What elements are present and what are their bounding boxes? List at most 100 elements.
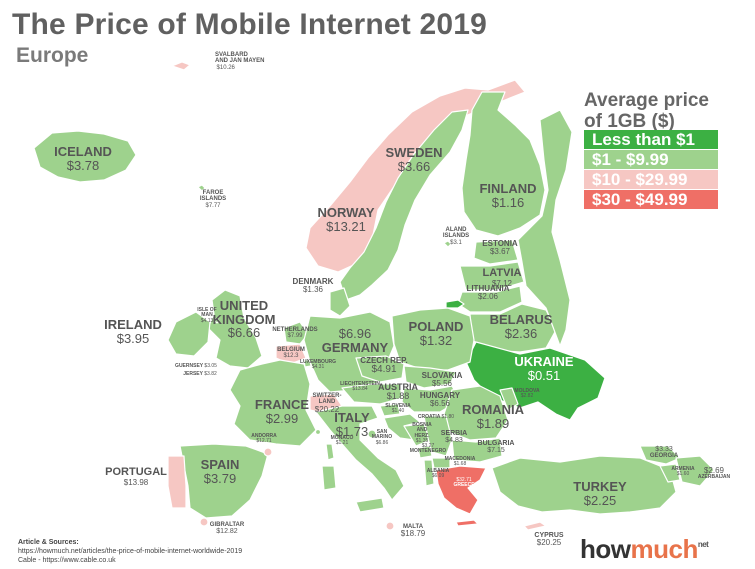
guernsey-name: GUERNSEY (175, 363, 204, 369)
jersey-name: JERSEY (183, 371, 203, 377)
turkey-name: TURKEY (573, 479, 627, 494)
gibraltar-shape (199, 517, 209, 527)
aland-price: $3.1 (450, 239, 462, 246)
turkey-shape (491, 455, 677, 515)
country-label-jersey: JERSEY $3.82 (183, 371, 217, 377)
san-marino-name: SAN MARINO (371, 429, 393, 441)
sources-link-howmuch[interactable]: https://howmuch.net/articles/the-price-o… (18, 548, 243, 555)
legend-title-line2: of 1GB ($) (584, 111, 675, 132)
country-label-andorra: ANDORRA $12.71 (251, 433, 277, 445)
country-label-greece: $32.71 GREECE (453, 477, 475, 489)
country-label-luxembourg: LUXEMBOURG $4.31 (299, 359, 337, 371)
gibraltar-price: $12.82 (216, 528, 238, 536)
malta-name: MALTA (402, 524, 424, 530)
sources-link-cable[interactable]: Cable - https://www.cable.co.uk (18, 557, 116, 564)
estonia-name: ESTONIA (482, 239, 518, 248)
sources-block: Article & Sources: https://howmuch.net/a… (18, 538, 242, 565)
gibraltar-name: GIBRALTAR (209, 522, 245, 528)
azerbaijan-price: $2.69 (703, 466, 725, 475)
macedonia-price: $1.68 (453, 461, 467, 468)
greece-name: GREECE (453, 482, 475, 489)
hungary-price: $6.56 (429, 399, 451, 409)
poland-name: POLAND (408, 319, 464, 334)
moldova-shape (499, 387, 519, 411)
czech-name: CZECH REP. (360, 356, 408, 365)
logo-part1: how (580, 534, 631, 564)
belgium-price: $12.3 (283, 353, 299, 360)
map-subtitle: Europe (16, 44, 89, 67)
country-label-albania: ALBANIA $6.09 (427, 468, 450, 480)
legend-title-line1: Average price (584, 90, 709, 111)
country-label-romania: ROMANIA $1.89 (462, 403, 524, 430)
country-label-macedonia: MACEDONIA $1.68 (445, 456, 476, 468)
country-label-hungary: HUNGARY $6.56 (420, 391, 460, 409)
switzerland-price: $20.22 (314, 404, 340, 414)
ireland-price: $3.95 (116, 330, 150, 346)
germany-price: $6.96 (338, 326, 372, 341)
luxembourg-price: $4.31 (311, 364, 325, 371)
sardinia-shape (321, 465, 337, 491)
croatia-name: CROATIA (417, 414, 441, 420)
country-label-liechtenstein: LIECHTENSTEIN $13.84 (340, 381, 380, 393)
luxembourg-name: LUXEMBOURG (299, 359, 337, 365)
georgia-shape (639, 445, 681, 465)
bosnia-price: $1.35 (415, 437, 429, 444)
svalbard-name: SVALBARD AND JAN MAYEN (215, 52, 265, 65)
country-label-cyprus: CYPRUS $20.25 (534, 532, 563, 548)
netherlands-price: $7.99 (287, 333, 303, 340)
country-label-isle-of-man: ISLE OF MAN $4.13 (197, 307, 216, 324)
finland-shape (461, 91, 546, 237)
slovenia-name: SLOVENIA (385, 403, 411, 409)
monaco-shape (314, 428, 322, 436)
legend-item-10-to-29: $10 - $29.99 (584, 170, 718, 189)
faroe-price: $7.77 (205, 202, 221, 209)
moldova-price: $2.82 (520, 393, 534, 400)
russia-shape (517, 109, 573, 347)
croatia-price: $1.80 (441, 414, 455, 420)
serbia-price: $4.83 (445, 437, 463, 445)
italy-price: $1.73 (335, 423, 369, 439)
armenia-name: ARMENIA (671, 466, 695, 472)
country-label-latvia: LATVIA $7.12 (483, 267, 522, 288)
andorra-price: $12.71 (256, 438, 272, 445)
country-label-gibraltar: GIBRALTAR $12.82 (210, 522, 244, 536)
country-label-uk: UNITED KINGDOM $6.66 (213, 299, 276, 340)
country-label-slovakia: SLOVAKIA $5.56 (422, 371, 463, 389)
aland-name: ALAND ISLANDS (442, 227, 470, 240)
denmark-name: DENMARK (292, 277, 334, 286)
lithuania-price: $2.06 (477, 292, 499, 302)
country-label-sweden: SWEDEN $3.66 (385, 146, 442, 173)
sicily-shape (355, 497, 385, 513)
slovenia-shape (379, 403, 401, 417)
malta-shape (385, 521, 395, 531)
georgia-name: GEORGIA (649, 453, 679, 460)
isle-of-man-shape (213, 317, 220, 324)
andorra-name: ANDORRA (251, 433, 277, 439)
country-label-norway: NORWAY $13.21 (317, 206, 374, 233)
country-label-bosnia: BOSNIA AND HERZ. $1.35 (412, 422, 431, 444)
guernsey-price: $3.05 (204, 363, 217, 369)
country-label-italy: ITALY $1.73 (334, 411, 369, 438)
sweden-name: SWEDEN (385, 145, 443, 160)
country-label-spain: SPAIN $3.79 (201, 458, 240, 485)
country-label-azerbaijan: $2.69 AZERBAIJAN (698, 466, 730, 481)
map-title: The Price of Mobile Internet 2019 (12, 8, 488, 41)
corsica-shape (325, 443, 335, 461)
austria-name: AUSTRIA (378, 382, 418, 392)
monaco-name: MONACO (330, 435, 354, 441)
ukraine-price: $0.51 (527, 367, 561, 383)
bulgaria-shape (451, 437, 503, 463)
iceland-name: ICELAND (54, 144, 112, 159)
country-label-bulgaria: BULGARIA $7.15 (478, 440, 515, 455)
turkey-price: $2.25 (583, 492, 617, 508)
bulgaria-price: $7.15 (487, 447, 505, 455)
legend-item-less-than-1: Less than $1 (584, 130, 718, 149)
country-label-slovenia: SLOVENIA $1.40 (385, 403, 411, 415)
country-label-denmark: DENMARK $1.36 (292, 277, 334, 295)
latvia-shape (459, 261, 525, 291)
country-label-portugal: PORTUGAL $13.98 (105, 466, 167, 487)
estonia-price: $3.67 (489, 247, 511, 257)
slovenia-price: $1.40 (391, 408, 405, 415)
country-label-estonia: ESTONIA $3.67 (482, 239, 518, 257)
